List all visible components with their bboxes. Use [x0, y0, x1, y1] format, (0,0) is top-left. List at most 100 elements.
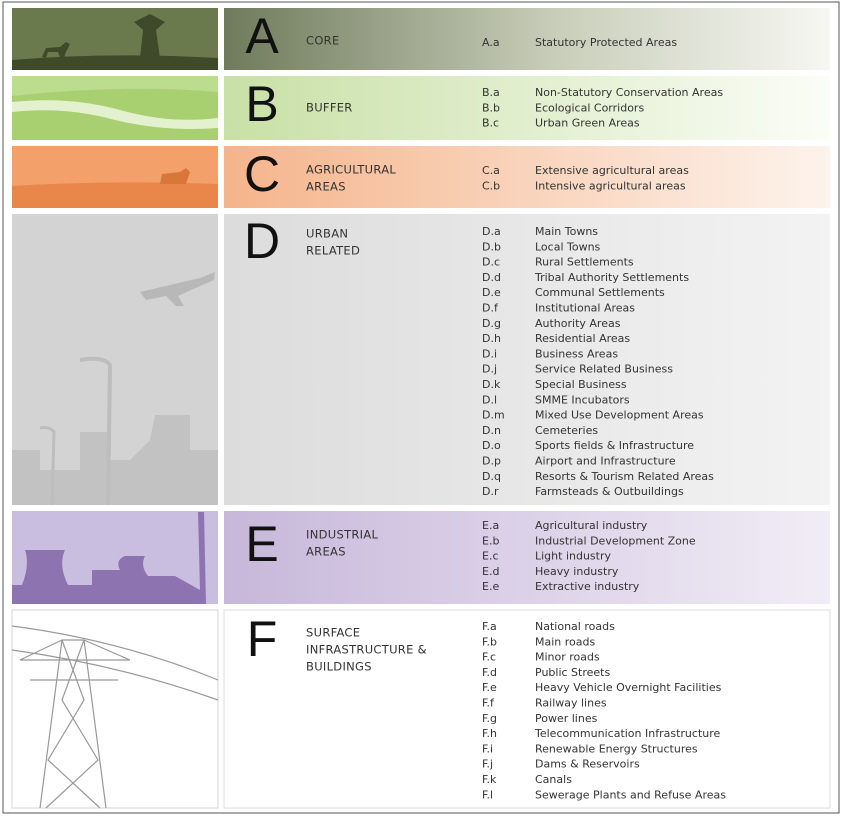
item-label: Authority Areas: [535, 317, 621, 330]
section-name: BUILDINGS: [306, 660, 372, 674]
item-code: D.a: [482, 225, 501, 238]
image-e: [12, 511, 218, 604]
item-label: Heavy industry: [535, 565, 619, 578]
item-code: E.a: [482, 519, 499, 532]
section-letter: D: [244, 213, 280, 269]
item-code: F.j: [482, 758, 493, 771]
section-letter: A: [245, 8, 279, 64]
item-label: Sports fields & Infrastructure: [535, 439, 694, 452]
item-code: D.q: [482, 470, 501, 483]
image-a: [12, 8, 218, 70]
item-label: Dams & Reservoirs: [535, 758, 640, 771]
item-code: F.d: [482, 666, 497, 679]
item-label: Light industry: [535, 550, 611, 563]
item-label: Urban Green Areas: [535, 117, 640, 130]
item-code: D.e: [482, 286, 501, 299]
item-code: D.r: [482, 485, 499, 498]
legend-diagram: A CORE A.a Statutory Protected Areas B BUFFER…: [0, 0, 843, 816]
section-name: URBAN: [306, 227, 348, 241]
item-code: A.a: [482, 36, 500, 49]
item-code: D.m: [482, 409, 505, 422]
panel-f: [224, 610, 830, 808]
item-label: Intensive agricultural areas: [535, 179, 686, 192]
item-label: Minor roads: [535, 651, 600, 664]
page: A CORE A.a Statutory Protected Areas B BUFFER…: [0, 0, 843, 816]
item-code: F.c: [482, 651, 496, 664]
item-label: Cemeteries: [535, 424, 598, 437]
item-code: E.b: [482, 534, 499, 547]
item-code: F.k: [482, 773, 497, 786]
item-label: Mixed Use Development Areas: [535, 409, 704, 422]
item-label: Extensive agricultural areas: [535, 164, 689, 177]
item-code: D.p: [482, 455, 501, 468]
item-label: Industrial Development Zone: [535, 534, 696, 547]
item-code: B.a: [482, 86, 500, 99]
item-label: Railway lines: [535, 697, 607, 710]
section-name: SURFACE: [306, 626, 360, 640]
item-label: Telecommunication Infrastructure: [534, 727, 721, 740]
item-label: Renewable Energy Structures: [535, 742, 698, 755]
item-code: F.i: [482, 742, 493, 755]
section-name: AGRICULTURAL: [306, 163, 396, 177]
image-b: [12, 76, 218, 140]
item-label: Special Business: [535, 378, 627, 391]
item-label: Main roads: [535, 635, 595, 648]
section-name: INFRASTRUCTURE &: [306, 643, 427, 657]
item-code: D.b: [482, 240, 501, 253]
item-label: Statutory Protected Areas: [535, 36, 677, 49]
item-code: D.n: [482, 424, 501, 437]
item-label: Non-Statutory Conservation Areas: [535, 86, 723, 99]
image-f: [12, 610, 218, 808]
section-name: AREAS: [306, 180, 346, 194]
item-label: Power lines: [535, 712, 598, 725]
item-code: D.f: [482, 302, 499, 315]
item-label: National roads: [535, 620, 615, 633]
item-code: D.d: [482, 271, 501, 284]
item-code: D.h: [482, 332, 501, 345]
item-label: Public Streets: [535, 666, 610, 679]
item-label: Extractive industry: [535, 580, 640, 593]
item-code: F.h: [482, 727, 497, 740]
item-label: Canals: [535, 773, 572, 786]
section-letter: E: [245, 516, 278, 572]
item-code: D.g: [482, 317, 501, 330]
item-label: Resorts & Tourism Related Areas: [535, 470, 714, 483]
item-code: D.j: [482, 363, 497, 376]
item-code: F.b: [482, 635, 497, 648]
panel-c: [224, 146, 830, 208]
item-label: Service Related Business: [535, 363, 673, 376]
item-code: C.a: [482, 164, 500, 177]
item-code: D.i: [482, 347, 497, 360]
panel-d: [224, 214, 830, 505]
item-code: D.l: [482, 393, 497, 406]
section-name: CORE: [306, 34, 340, 48]
item-code: D.c: [482, 256, 500, 269]
item-label: Heavy Vehicle Overnight Facilities: [535, 681, 722, 694]
section-name: BUFFER: [306, 101, 353, 115]
section-name: INDUSTRIAL: [306, 528, 379, 542]
item-code: F.a: [482, 620, 497, 633]
item-code: D.o: [482, 439, 501, 452]
item-label: Business Areas: [535, 347, 618, 360]
section-letter: B: [245, 76, 278, 132]
section-letter: F: [247, 611, 278, 667]
item-label: Rural Settlements: [535, 256, 634, 269]
item-code: E.d: [482, 565, 499, 578]
item-label: Airport and Infrastructure: [535, 455, 676, 468]
item-label: Sewerage Plants and Refuse Areas: [535, 788, 726, 801]
item-code: E.c: [482, 550, 499, 563]
item-label: Tribal Authority Settlements: [534, 271, 689, 284]
item-label: Communal Settlements: [535, 286, 665, 299]
item-code: F.g: [482, 712, 497, 725]
image-c: [12, 146, 218, 208]
section-name: AREAS: [306, 545, 346, 559]
item-code: C.b: [482, 179, 500, 192]
item-label: Ecological Corridors: [535, 101, 644, 114]
image-d: [12, 214, 218, 505]
section-name: RELATED: [306, 244, 360, 258]
item-label: Main Towns: [535, 225, 598, 238]
item-label: Residential Areas: [535, 332, 630, 345]
item-code: E.e: [482, 580, 499, 593]
item-code: B.c: [482, 117, 499, 130]
item-code: F.e: [482, 681, 497, 694]
